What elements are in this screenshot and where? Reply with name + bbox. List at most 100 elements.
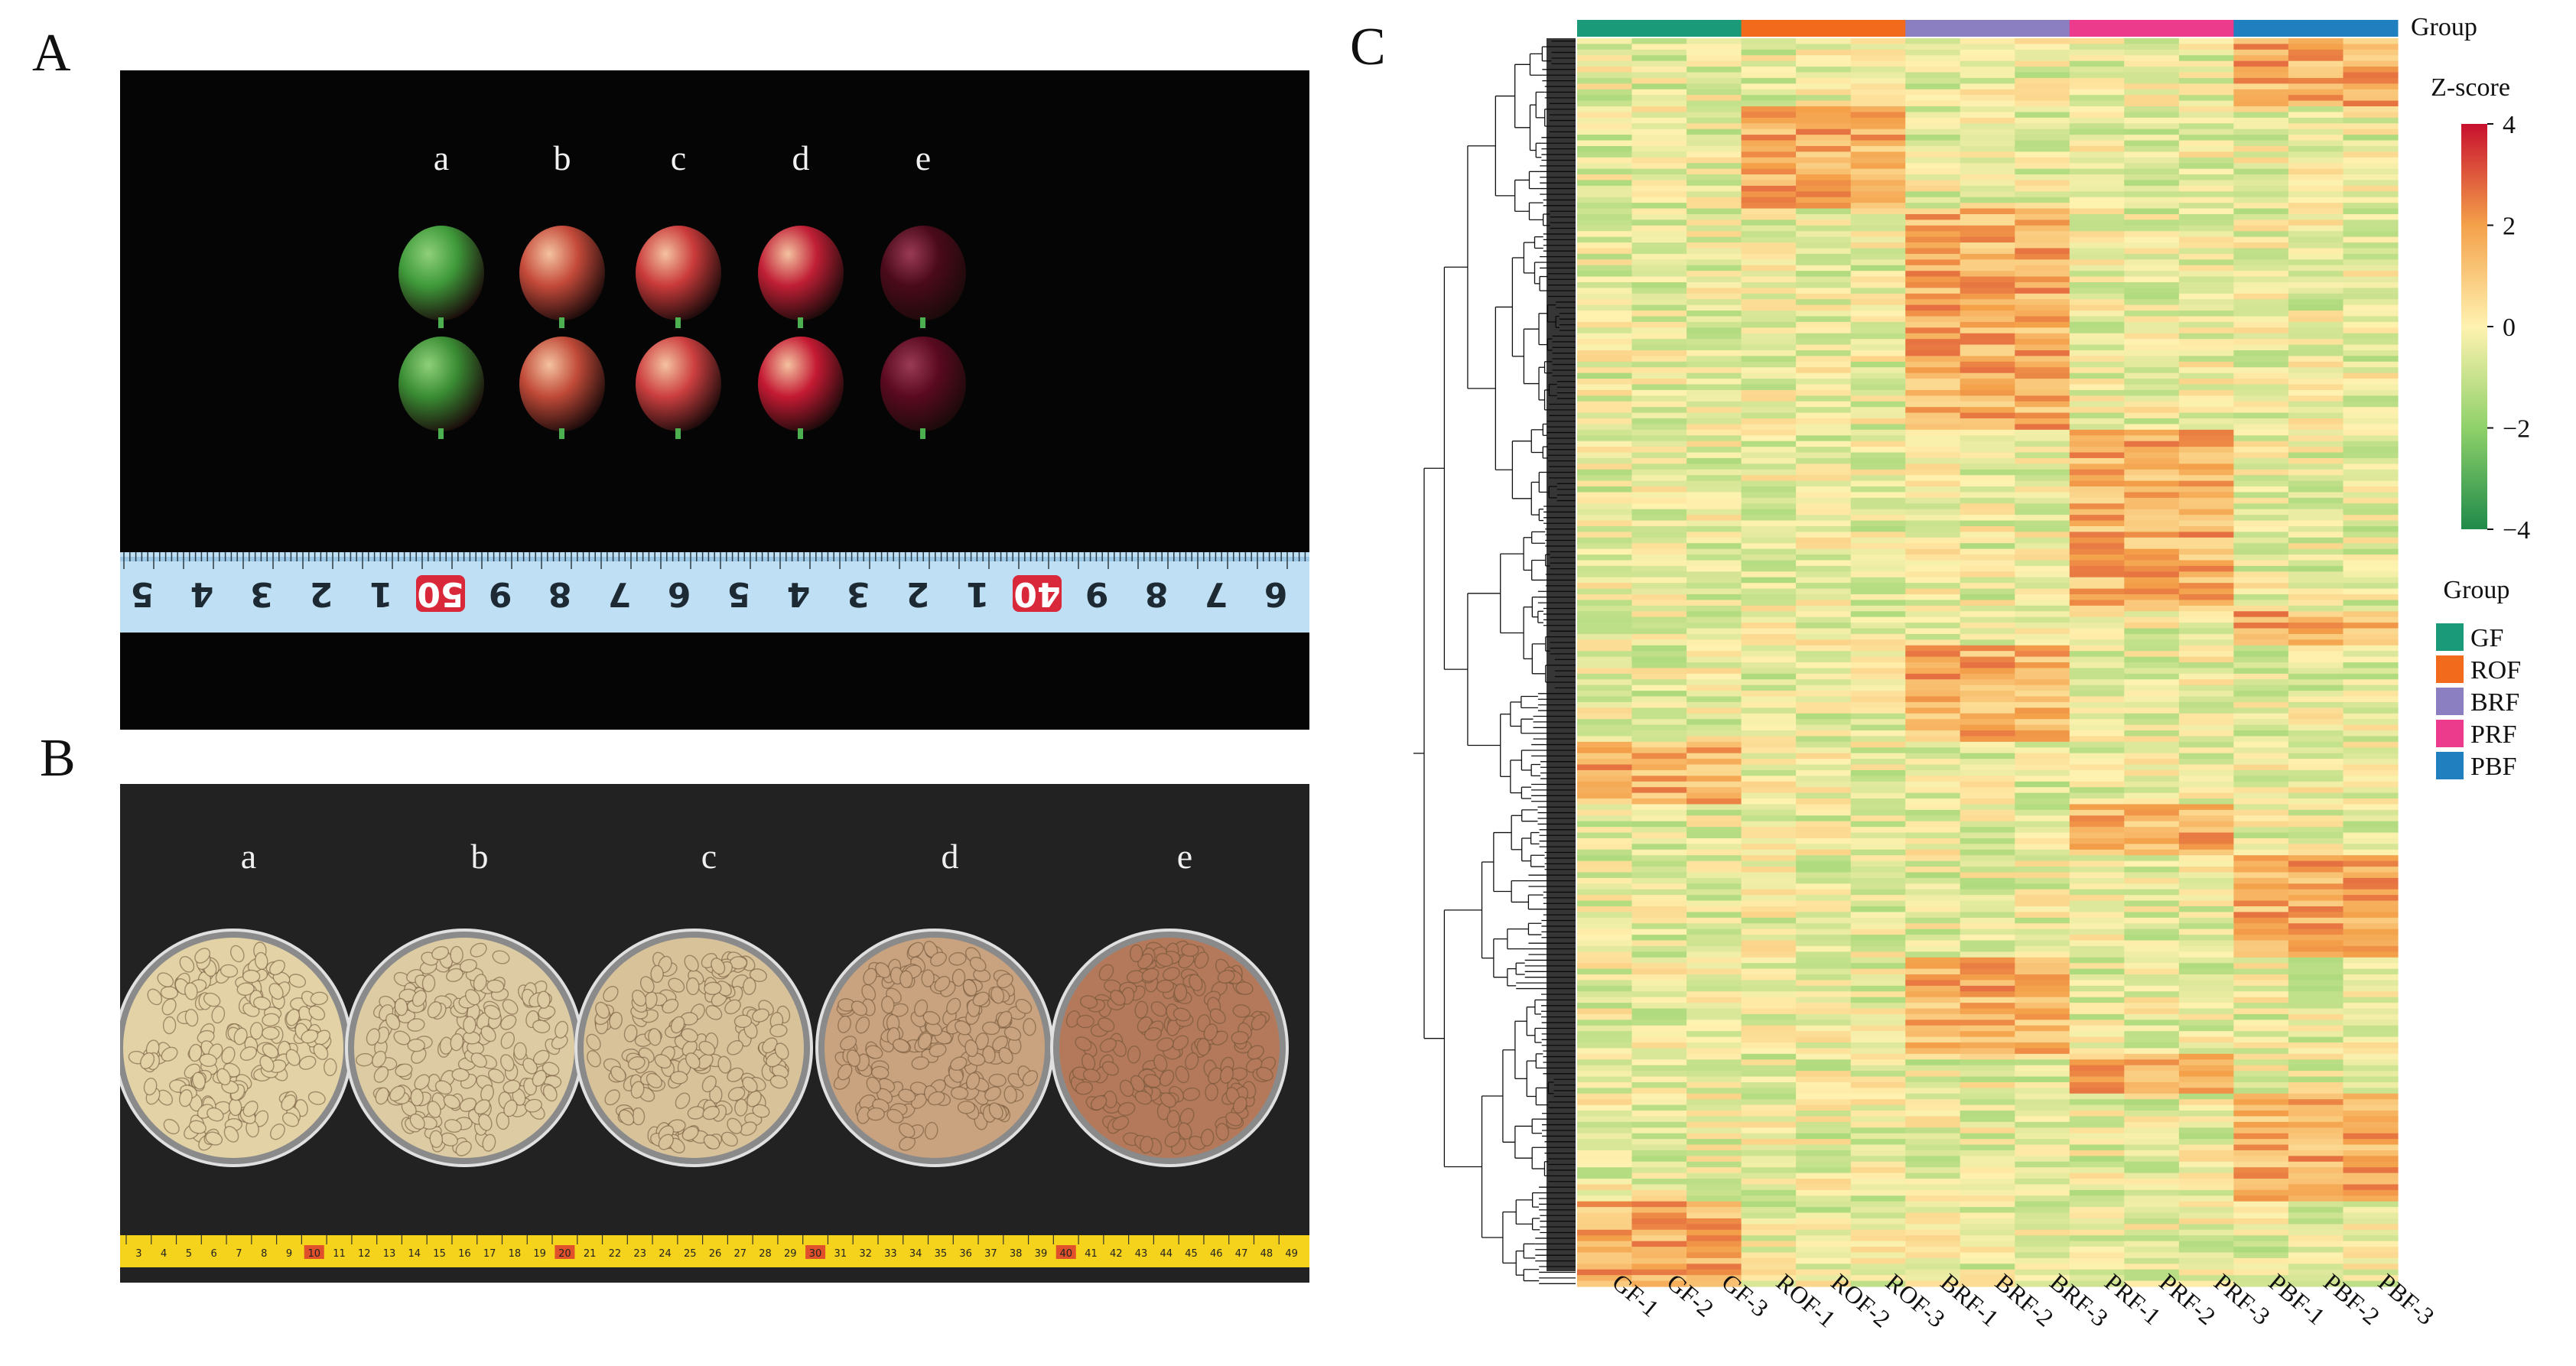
- heatmap-cell: [2124, 288, 2180, 294]
- heatmap-cell: [2288, 100, 2343, 107]
- heatmap-cell: [2343, 776, 2399, 782]
- heatmap-cell: [2015, 668, 2070, 675]
- heatmap-cell: [2124, 1201, 2180, 1208]
- heatmap-cell: [1741, 867, 1797, 873]
- heatmap-cell: [2015, 560, 2070, 567]
- heatmap-cell: [2178, 197, 2234, 203]
- heatmap-cell: [1577, 339, 1633, 346]
- heatmap-cell: [1577, 611, 1633, 618]
- heatmap-cell: [2233, 447, 2289, 454]
- heatmap-cell: [2233, 1031, 2289, 1038]
- heatmap-cell: [2233, 67, 2289, 73]
- heatmap-cell: [1850, 515, 1906, 522]
- heatmap-cell: [2343, 611, 2399, 618]
- heatmap-cell: [2015, 872, 2070, 879]
- heatmap-cell: [2233, 1081, 2289, 1088]
- heatmap-cell: [1686, 1104, 1742, 1111]
- cherry-b-2: [519, 337, 605, 431]
- heatmap-cell: [2233, 100, 2289, 107]
- heatmap-cell: [1960, 1048, 2015, 1055]
- heatmap-cell: [2343, 435, 2399, 442]
- heatmap-cell: [2069, 730, 2125, 737]
- heatmap-cell: [1631, 168, 1687, 175]
- heatmap-cell: [2343, 89, 2399, 96]
- heatmap-cell: [1577, 747, 1633, 754]
- heatmap-cell: [1686, 945, 1742, 952]
- heatmap-cell: [1631, 407, 1687, 414]
- heatmap-cell: [1905, 555, 1961, 561]
- heatmap-cell: [2233, 957, 2289, 964]
- heatmap-cell: [1686, 1111, 1742, 1117]
- heatmap-cell: [2015, 753, 2070, 759]
- heatmap-cell: [1905, 639, 1961, 646]
- heatmap-cell: [1796, 1207, 1852, 1214]
- heatmap-cell: [1741, 38, 1797, 45]
- heatmap-cell: [2288, 1150, 2343, 1156]
- heatmap-cell: [1850, 889, 1906, 896]
- heatmap-cell: [2015, 741, 2070, 748]
- heatmap-cell: [1686, 759, 1742, 766]
- legend-label-PBF: PBF: [2470, 753, 2517, 781]
- heatmap-cell: [1577, 809, 1633, 816]
- heatmap-cell: [2124, 281, 2180, 288]
- heatmap-cell: [1741, 174, 1797, 181]
- heatmap-cell: [1850, 963, 1906, 970]
- heatmap-cell: [1796, 480, 1852, 487]
- heatmap-cell: [1796, 997, 1852, 1003]
- heatmap-cell: [2069, 1031, 2125, 1038]
- heatmap-cell: [2015, 311, 2070, 317]
- heatmap-cell: [1960, 867, 2015, 873]
- heatmap-cell: [1796, 492, 1852, 499]
- heatmap-cell: [1631, 77, 1687, 84]
- heatmap-cell: [2015, 844, 2070, 850]
- heatmap-cell: [1631, 691, 1687, 698]
- heatmap-cell: [2069, 344, 2125, 351]
- heatmap-cell: [1686, 1247, 1742, 1254]
- heatmap-cell: [2015, 997, 2070, 1003]
- heatmap-cell: [1741, 662, 1797, 669]
- heatmap-cell: [1850, 883, 1906, 890]
- heatmap-cell: [1631, 588, 1687, 595]
- heatmap-cell: [1796, 304, 1852, 311]
- heatmap-cell: [1686, 67, 1742, 73]
- heatmap-cell: [1577, 583, 1633, 590]
- heatmap-cell: [1631, 248, 1687, 255]
- heatmap-cell: [1741, 565, 1797, 572]
- heatmap-cell: [2178, 1235, 2234, 1242]
- heatmap-cell: [2288, 736, 2343, 743]
- heatmap-cell: [2288, 1235, 2343, 1242]
- heatmap-cell: [2178, 140, 2234, 147]
- heatmap-cell: [2343, 912, 2399, 919]
- heatmap-cell: [1686, 180, 1742, 187]
- heatmap-cell: [1905, 1247, 1961, 1254]
- heatmap-cell: [2233, 929, 2289, 935]
- heatmap-cell: [1741, 281, 1797, 288]
- heatmap-cell: [1631, 265, 1687, 272]
- colorbar-tick-label: 0: [2503, 314, 2516, 342]
- heatmap-cell: [2288, 515, 2343, 522]
- heatmap-cell: [2343, 135, 2399, 141]
- heatmap-cell: [2015, 304, 2070, 311]
- heatmap-cell: [2233, 867, 2289, 873]
- heatmap-cell: [2233, 248, 2289, 255]
- heatmap-cell: [2124, 1093, 2180, 1100]
- heatmap-cell: [1850, 548, 1906, 555]
- heatmap-cell: [1631, 520, 1687, 527]
- heatmap-cell: [1905, 662, 1961, 669]
- heatmap-cell: [1577, 145, 1633, 152]
- heatmap-cell: [1905, 469, 1961, 476]
- heatmap-cell: [1905, 452, 1961, 459]
- heatmap-cell: [2233, 480, 2289, 487]
- heatmap-cell: [2343, 1218, 2399, 1225]
- heatmap-cell: [2069, 367, 2125, 374]
- heatmap-cell: [1631, 49, 1687, 56]
- heatmap-cell: [2343, 145, 2399, 152]
- heatmap-cell: [2288, 605, 2343, 612]
- heatmap-cell: [1796, 1218, 1852, 1225]
- heatmap-cell: [1577, 849, 1633, 856]
- heatmap-cell: [2069, 361, 2125, 368]
- heatmap-cell: [2178, 203, 2234, 210]
- heatmap-cell: [2069, 1003, 2125, 1010]
- colorbar-tick-label: −4: [2503, 516, 2530, 545]
- heatmap-cell: [2288, 577, 2343, 584]
